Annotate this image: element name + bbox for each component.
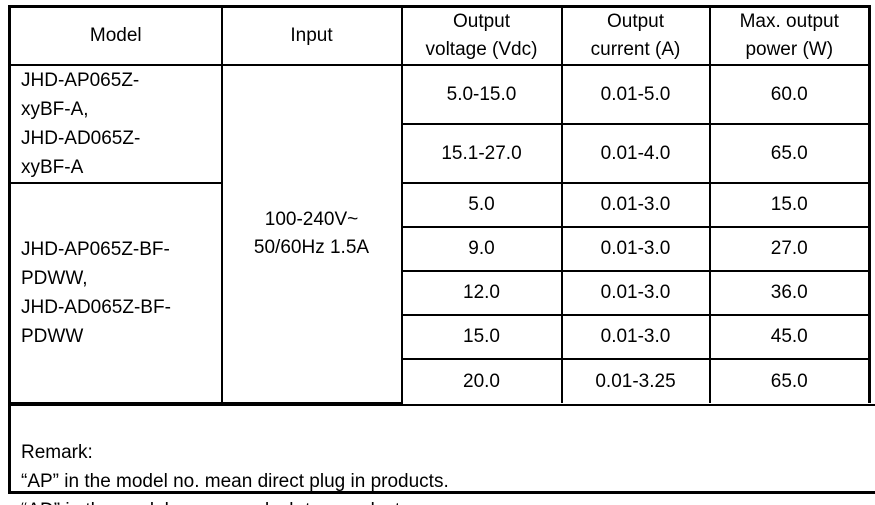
voltage-cell: 9.0 [400, 226, 563, 272]
table-row: JHD-AP065Z- xyBF-A, JHD-AD065Z- xyBF-A 1… [8, 64, 871, 404]
table-row: 15.0 0.01-3.0 45.0 [10, 314, 871, 360]
table-row: JHD-AP065Z-BF- PDWW, JHD-AD065Z-BF- PDWW… [8, 182, 871, 404]
header-row: Model Input Output voltage (Vdc) Output … [8, 5, 871, 66]
spec-table: Model Input Output voltage (Vdc) Output … [8, 5, 871, 404]
current-cell: 0.01-4.0 [560, 123, 711, 184]
power-cell: 65.0 [708, 358, 871, 403]
table-row: 12.0 0.01-3.0 36.0 [10, 270, 871, 316]
voltage-cell: 15.1-27.0 [400, 123, 563, 184]
power-cell: 65.0 [708, 123, 871, 184]
spec-table-wrapper: Model Input Output voltage (Vdc) Output … [8, 5, 875, 505]
table-row: 9.0 0.01-3.0 27.0 [10, 226, 871, 272]
current-cell: 0.01-3.0 [560, 182, 711, 228]
current-cell: 0.01-3.0 [560, 270, 711, 316]
voltage-cell: 15.0 [400, 314, 563, 360]
power-cell: 45.0 [708, 314, 871, 360]
current-cell: 0.01-5.0 [560, 64, 711, 125]
power-cell: 36.0 [708, 270, 871, 316]
model-group-2-cell: JHD-AP065Z-BF- PDWW, JHD-AD065Z-BF- PDWW [8, 182, 223, 404]
input-cell: 100-240V~ 50/60Hz 1.5A [220, 64, 403, 404]
power-cell: 15.0 [708, 182, 871, 228]
table-row: 15.1-27.0 0.01-4.0 65.0 [10, 123, 871, 184]
voltage-cell: 5.0 [400, 182, 563, 228]
current-cell: 0.01-3.0 [560, 314, 711, 360]
voltage-cell: 20.0 [400, 358, 563, 403]
table-row: 20.0 0.01-3.25 65.0 [10, 358, 871, 403]
current-cell: 0.01-3.0 [560, 226, 711, 272]
model-group-1-cell: JHD-AP065Z- xyBF-A, JHD-AD065Z- xyBF-A [8, 64, 223, 184]
remark-section: Remark: “AP” in the model no. mean direc… [8, 404, 875, 505]
power-cell: 27.0 [708, 226, 871, 272]
header-input: Input [220, 5, 403, 66]
voltage-cell: 5.0-15.0 [400, 64, 563, 125]
header-output-voltage: Output voltage (Vdc) [400, 5, 563, 66]
header-output-current: Output current (A) [560, 5, 711, 66]
header-model: Model [8, 5, 223, 66]
power-cell: 60.0 [708, 64, 871, 125]
remark-text: Remark: “AP” in the model no. mean direc… [21, 442, 449, 505]
current-cell: 0.01-3.25 [560, 358, 711, 403]
voltage-cell: 12.0 [400, 270, 563, 316]
header-max-output-power: Max. output power (W) [708, 5, 871, 66]
